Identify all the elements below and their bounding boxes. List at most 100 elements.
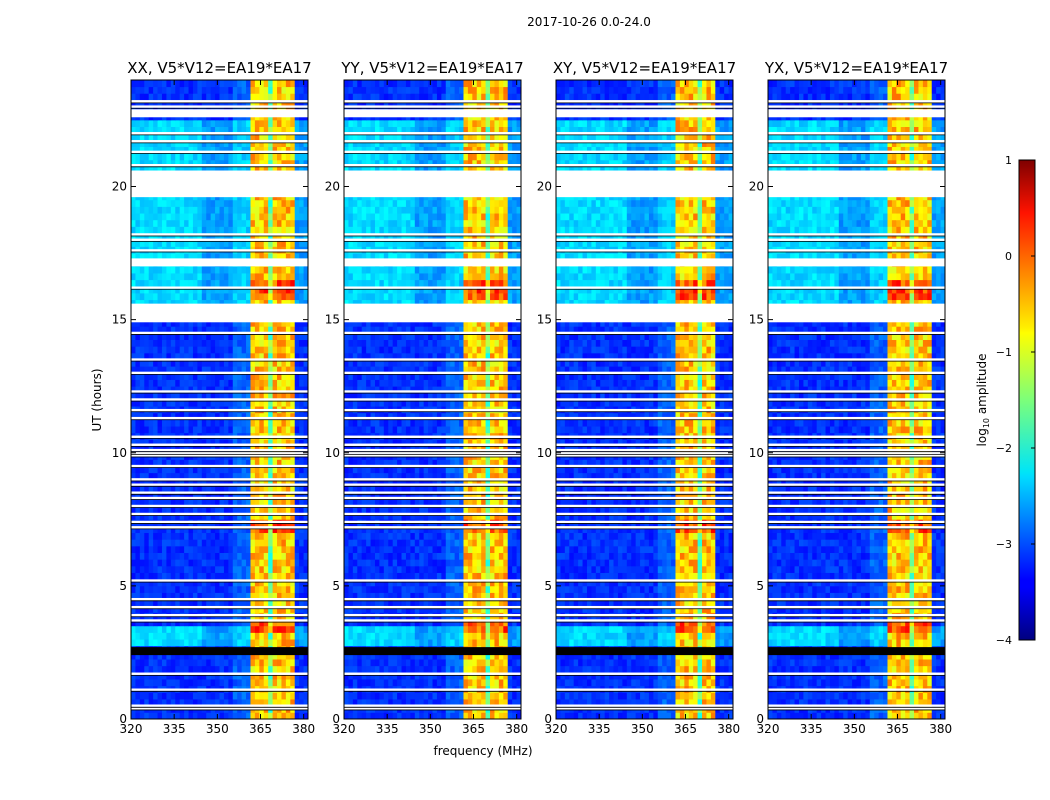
heatmap-cell (241, 419, 247, 427)
heatmap-cell (139, 226, 145, 234)
heatmap-cell (246, 99, 251, 108)
heatmap-cell (299, 545, 304, 553)
heatmap-cell (188, 379, 194, 387)
heatmap-cell (246, 299, 251, 307)
heatmap-cell (379, 552, 385, 560)
heatmap-cell (268, 439, 273, 447)
heatmap-cell (490, 592, 495, 600)
heatmap-cell (303, 233, 309, 241)
heatmap-cell (254, 492, 260, 500)
heatmap-cell (135, 213, 141, 221)
heatmap-cell (175, 226, 181, 234)
heatmap-cell (303, 286, 309, 294)
heatmap-cell (241, 472, 247, 480)
heatmap-cell (161, 326, 167, 334)
heatmap-cell (237, 239, 243, 247)
heatmap-cell (277, 233, 282, 241)
heatmap-cell (184, 672, 189, 680)
heatmap-cell (139, 659, 145, 667)
heatmap-cell (450, 559, 456, 567)
heatmap-cell (281, 346, 287, 354)
heatmap-cell (201, 273, 207, 281)
heatmap-cell (241, 512, 247, 520)
heatmap-cell (290, 499, 296, 507)
heatmap-cell (241, 539, 247, 547)
heatmap-cell (392, 572, 398, 580)
heatmap-cell (237, 619, 243, 627)
heatmap-cell (157, 599, 163, 607)
heatmap-cell (445, 665, 451, 673)
heatmap-cell (210, 339, 216, 347)
heatmap-cell (507, 599, 513, 607)
heatmap-cell (175, 439, 181, 447)
heatmap-cell (290, 659, 296, 667)
y-tick-label: 5 (119, 579, 127, 593)
heatmap-cell (272, 332, 278, 340)
heatmap-cell (206, 599, 212, 607)
heatmap-cell (197, 532, 203, 540)
heatmap-cell (494, 592, 500, 600)
heatmap-cell (450, 592, 456, 600)
heatmap-cell (237, 352, 243, 360)
heatmap-cell (472, 592, 478, 600)
heatmap-cell (294, 486, 300, 494)
heatmap-cell (472, 692, 478, 700)
heatmap-cell (153, 559, 158, 567)
heatmap-cell (374, 659, 380, 667)
heatmap-cell (153, 692, 158, 700)
heatmap-cell (210, 99, 216, 108)
heatmap-cell (184, 339, 189, 347)
heatmap-cell (379, 659, 385, 667)
heatmap-cell (277, 659, 282, 667)
heatmap-cell (294, 219, 300, 227)
heatmap-cell (392, 692, 398, 700)
heatmap-cell (303, 372, 309, 380)
heatmap-cell (175, 499, 181, 507)
heatmap-cell (215, 392, 220, 400)
heatmap-cell (241, 426, 247, 434)
heatmap-cell (175, 426, 181, 434)
heatmap-cell (232, 80, 238, 88)
heatmap-cell (250, 239, 256, 247)
heatmap-cell (490, 632, 495, 640)
heatmap-cell (201, 332, 207, 340)
heatmap-cell (277, 80, 282, 88)
heatmap-cell (153, 412, 158, 420)
heatmap-cell (210, 665, 216, 673)
heatmap-cell (223, 153, 229, 161)
heatmap-cell (259, 525, 265, 534)
heatmap-cell (348, 625, 354, 633)
heatmap-cell (436, 625, 442, 633)
heatmap-cell (366, 699, 371, 707)
heatmap-cell (490, 672, 495, 680)
heatmap-cell (259, 559, 265, 567)
heatmap-cell (272, 86, 278, 94)
heatmap-cell (285, 126, 291, 134)
heatmap-cell (512, 579, 517, 587)
heatmap-cell (166, 293, 172, 301)
heatmap-cell (272, 439, 278, 447)
heatmap-cell (192, 159, 198, 167)
heatmap-cell (206, 672, 212, 680)
heatmap-cell (179, 585, 185, 593)
heatmap-cell (294, 226, 300, 234)
heatmap-cell (166, 359, 172, 367)
heatmap-cell (512, 665, 517, 673)
heatmap-cell (206, 372, 212, 380)
heatmap-cell (481, 592, 486, 600)
heatmap-cell (423, 699, 429, 707)
heatmap-cell (263, 652, 269, 660)
heatmap-cell (516, 632, 522, 640)
heatmap-cell (228, 712, 234, 720)
heatmap-cell (281, 466, 287, 474)
heatmap-cell (184, 439, 189, 447)
heatmap-cell (175, 545, 181, 553)
heatmap-cell (131, 679, 136, 687)
heatmap-cell (170, 206, 176, 214)
heatmap-cell (432, 639, 438, 647)
heatmap-cell (237, 366, 243, 374)
heatmap-cell (254, 359, 260, 367)
heatmap-cell (303, 412, 309, 420)
heatmap-cell (201, 599, 207, 607)
heatmap-cell (144, 712, 150, 720)
